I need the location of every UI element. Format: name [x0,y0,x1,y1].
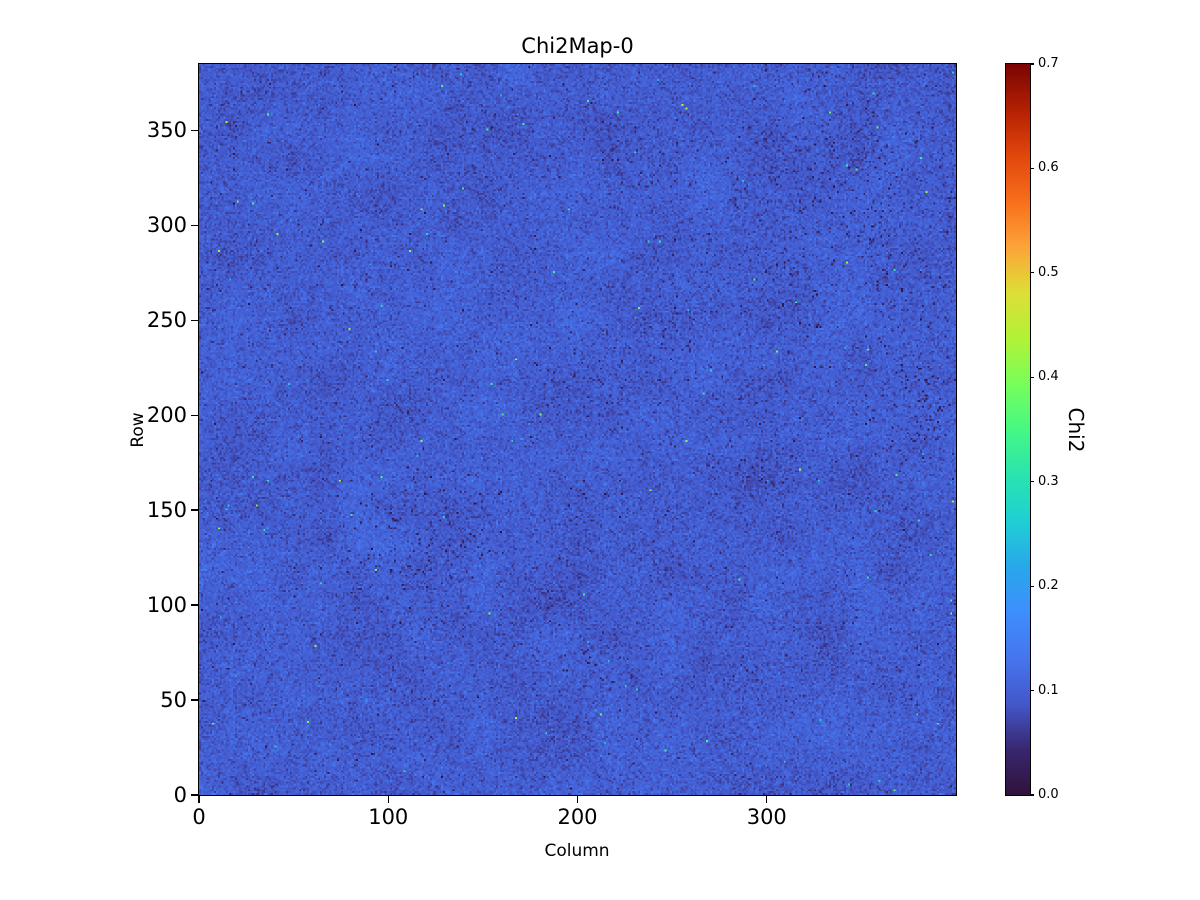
x-tick-label: 300 [746,805,787,829]
y-tick-mark [191,224,199,227]
y-tick-label: 0 [173,783,187,807]
colorbar-tick-label: 0.2 [1038,578,1059,594]
colorbar-tick-mark [1030,167,1034,170]
colorbar-tick-label: 0.6 [1038,160,1059,176]
colorbar-tick-label: 0.3 [1038,473,1059,489]
y-tick-label: 200 [146,403,187,428]
y-tick-mark [191,414,199,416]
x-tick-mark [198,795,200,803]
colorbar-tick-mark [1030,272,1034,274]
y-tick-label: 350 [146,118,187,143]
x-tick-mark [387,795,389,803]
colorbar-tick-label: 0.7 [1038,56,1059,71]
colorbar-tick-mark [1030,481,1034,483]
y-tick-label: 250 [146,308,187,333]
colorbar-label: Chi2 [1064,407,1088,453]
colorbar-tick-mark [1030,794,1034,796]
colorbar-tick-mark [1030,585,1034,587]
colorbar-tick-label: 0.0 [1038,787,1059,802]
y-tick-label: 150 [146,498,187,523]
plot-title: Chi2Map-0 [521,34,634,58]
colorbar-tick-label: 0.5 [1038,264,1059,280]
y-tick-mark [191,129,199,132]
y-tick-mark [191,604,199,606]
colorbar-tick-mark [1030,63,1034,65]
colorbar-tick-mark [1030,689,1034,692]
colorbar-tick-mark [1030,376,1034,378]
colorbar-tick-label: 0.4 [1038,369,1059,385]
y-tick-mark [191,319,199,321]
x-tick-mark [766,795,768,803]
x-axis-label: Column [544,841,610,861]
y-tick-label: 300 [146,213,187,238]
y-tick-mark [191,699,199,701]
heatmap-plot-area [198,63,957,796]
x-tick-label: 100 [368,805,409,829]
x-tick-label: 0 [192,805,206,829]
colorbar-tick-label: 0.1 [1038,682,1059,698]
colorbar [1005,63,1031,796]
y-tick-mark [191,794,199,796]
y-tick-label: 50 [160,688,187,713]
x-tick-label: 200 [557,805,598,829]
y-tick-label: 100 [146,593,187,618]
x-tick-mark [576,795,579,803]
y-tick-mark [191,509,199,511]
heatmap-canvas [199,64,956,795]
